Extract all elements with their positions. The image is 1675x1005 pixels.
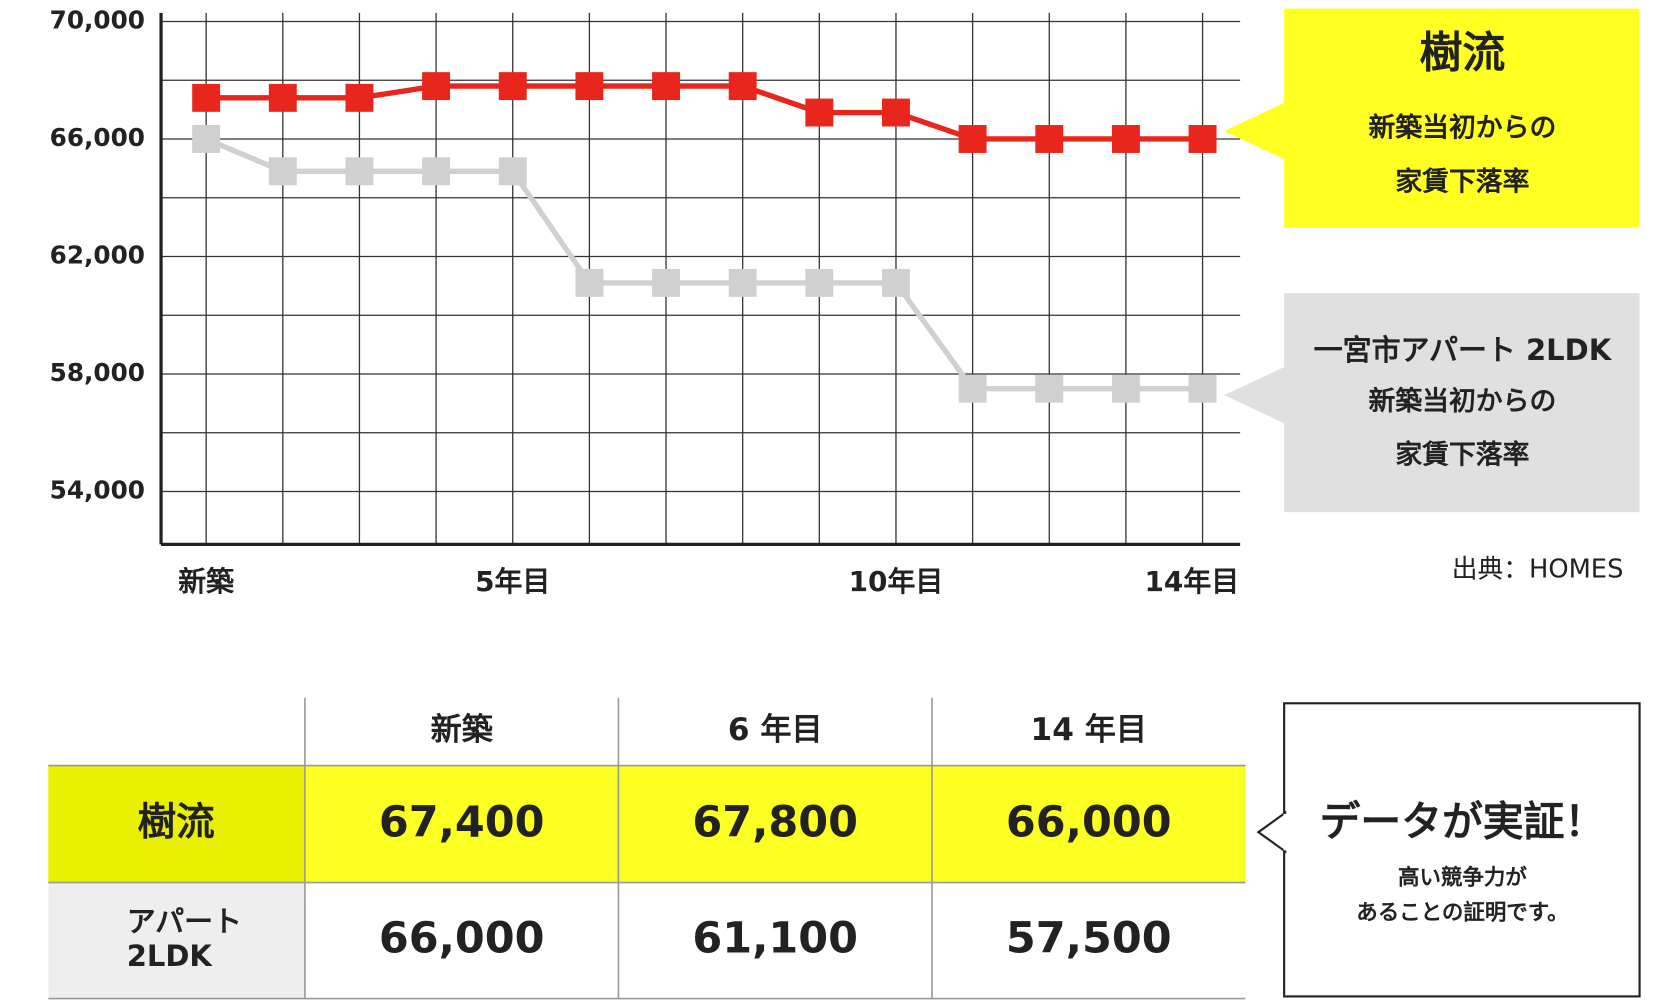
column-header: 14 年目 [1031, 712, 1147, 748]
y-tick-label: 54,000 [50, 475, 145, 504]
legend-note: 家賃下落率 [1395, 438, 1529, 470]
y-tick-label: 70,000 [50, 5, 145, 34]
marker [1111, 374, 1140, 403]
callout-line: あることの証明です。 [1356, 900, 1568, 926]
x-tick-label: 10年目 [849, 565, 944, 598]
marker [1188, 125, 1217, 153]
legend-box [1284, 8, 1640, 228]
legend-name: 一宮市アパート 2LDK [1314, 333, 1613, 367]
x-tick-label: 新築 [178, 565, 234, 598]
marker [422, 72, 451, 101]
legend-note: 新築当初からの [1369, 385, 1557, 417]
callout-title: データが実証！ [1320, 798, 1606, 846]
marker [422, 157, 451, 186]
cell-value: 67,400 [379, 797, 545, 847]
cell-value: 66,000 [1006, 797, 1172, 847]
cell-value: 66,000 [379, 913, 545, 963]
marker [192, 83, 221, 112]
x-tick-label: 14年目 [1144, 565, 1239, 598]
cell: 66,000 [379, 913, 545, 963]
cell-value: 61,100 [692, 913, 858, 963]
marker [1035, 374, 1064, 403]
y-tick-label: 66,000 [50, 123, 145, 152]
callout-line: 高い競争力が [1398, 864, 1527, 890]
cell: 67,400 [379, 797, 545, 847]
row-bg [48, 765, 305, 883]
marker [805, 98, 834, 127]
cell: 61,100 [692, 913, 858, 963]
legend-note: 家賃下落率 [1395, 165, 1529, 197]
row-label: 2LDK [127, 939, 214, 973]
marker [882, 268, 910, 297]
marker [498, 72, 527, 101]
row-bg [304, 765, 1246, 883]
cell: 57,500 [1006, 913, 1172, 963]
cell: 66,000 [1006, 797, 1172, 847]
marker [498, 157, 527, 186]
cell-value: 57,500 [1006, 913, 1172, 963]
callout-pointer [1224, 365, 1289, 426]
marker [268, 157, 297, 186]
marker [1035, 125, 1064, 153]
y-tick-label: 58,000 [50, 358, 145, 387]
marker [652, 268, 680, 297]
column-header: 新築 [431, 712, 494, 748]
marker [1188, 374, 1217, 403]
marker [882, 98, 910, 127]
x-tick-label: 5年目 [475, 565, 550, 598]
marker [1111, 125, 1140, 153]
marker [575, 268, 604, 297]
cell: 67,800 [692, 797, 858, 847]
row-label: アパート [127, 904, 242, 938]
callout-pointer [1224, 100, 1289, 162]
cell-value: 67,800 [692, 797, 858, 847]
marker [268, 83, 297, 112]
marker [652, 72, 680, 101]
callout-pointer [1256, 810, 1287, 854]
row-bg [48, 882, 305, 999]
source: 出典：HOMES [1452, 555, 1624, 585]
callout-box [1283, 702, 1641, 998]
legend-note: 新築当初からの [1369, 111, 1557, 143]
marker [575, 72, 604, 101]
marker [958, 125, 987, 153]
legend-note: 家賃下落率 [1395, 165, 1529, 197]
legend-box [1284, 293, 1640, 513]
legend-note: 家賃下落率 [1395, 438, 1529, 470]
column-header: 6 年目 [728, 712, 823, 748]
marker [345, 83, 374, 112]
marker [958, 374, 987, 403]
marker [728, 72, 757, 101]
y-tick-label: 62,000 [50, 240, 145, 269]
marker [192, 125, 221, 153]
legend-name: 樹流 [1419, 28, 1505, 78]
marker [728, 268, 757, 297]
marker [345, 157, 374, 186]
marker [805, 268, 834, 297]
row-label: 樹流 [137, 800, 214, 845]
